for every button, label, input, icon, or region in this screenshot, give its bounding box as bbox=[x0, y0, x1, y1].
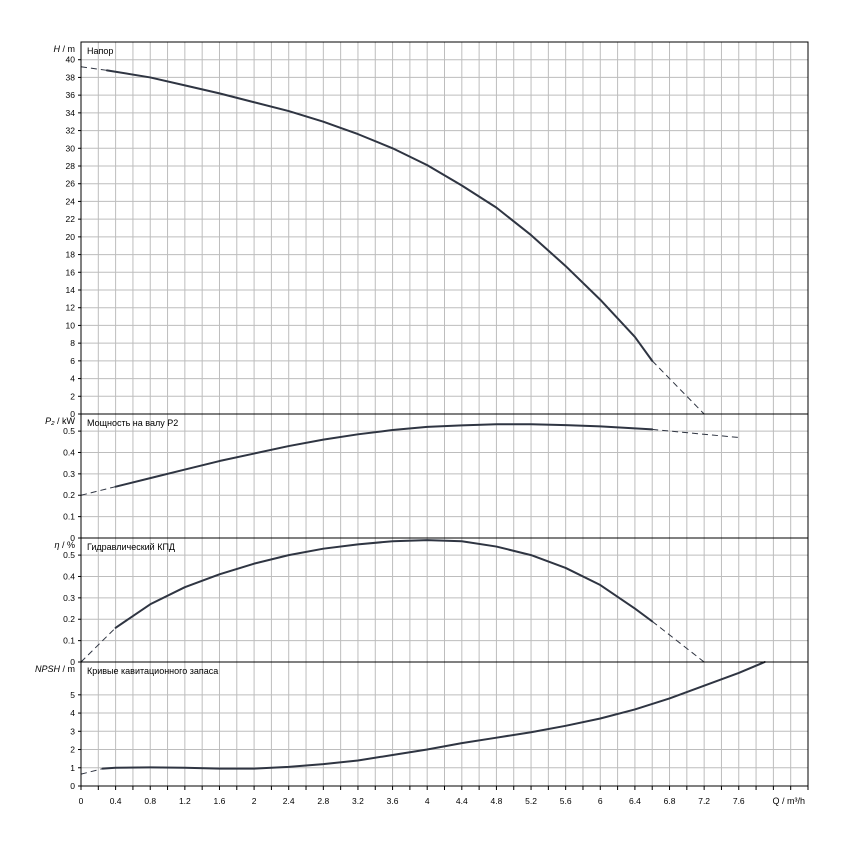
panel-3-ytick-label: 0.2 bbox=[63, 614, 75, 624]
panel-1-ytick-label: 36 bbox=[66, 90, 76, 100]
panel-1-ytick-label: 22 bbox=[66, 214, 76, 224]
x-tick-label: 2.4 bbox=[283, 796, 295, 806]
panel-4-ytick-label: 0 bbox=[70, 781, 75, 791]
panel-2-ytick-label: 0 bbox=[70, 533, 75, 543]
panel-1-ytick-label: 18 bbox=[66, 250, 76, 260]
panel-3-ytick-label: 0.3 bbox=[63, 593, 75, 603]
panel-1-title: Напор bbox=[87, 46, 113, 56]
panel-1-ytick-label: 0 bbox=[70, 409, 75, 419]
panel-1-ytick-label: 32 bbox=[66, 126, 76, 136]
panel-2-ytick-label: 0.2 bbox=[63, 490, 75, 500]
x-tick-label: 4.4 bbox=[456, 796, 468, 806]
x-tick-label: 0 bbox=[79, 796, 84, 806]
panel-1-ytick-label: 28 bbox=[66, 161, 76, 171]
x-tick-label: 6 bbox=[598, 796, 603, 806]
x-tick-label: 5.2 bbox=[525, 796, 537, 806]
x-tick-label: 4 bbox=[425, 796, 430, 806]
panel-2-curve-extrapolation bbox=[652, 428, 739, 439]
panel-4-ytick-label: 1 bbox=[70, 763, 75, 773]
x-tick-label: 7.2 bbox=[698, 796, 710, 806]
grid-layer bbox=[81, 42, 808, 786]
panel-3-curve-extrapolation bbox=[651, 620, 705, 663]
panel-1-curve-extrapolation bbox=[651, 360, 705, 415]
panel-1-ytick-label: 12 bbox=[66, 303, 76, 313]
curve-layer bbox=[80, 66, 766, 775]
panel-4-ylabel: NPSH / m bbox=[35, 664, 75, 674]
x-tick-label: 5.6 bbox=[560, 796, 572, 806]
panel-3-ytick-label: 0.5 bbox=[63, 550, 75, 560]
label-layer: 0246810121416182022242628303234363840Нап… bbox=[35, 44, 745, 806]
panel-2-ytick-label: 0.4 bbox=[63, 447, 75, 457]
panel-4-ytick-label: 5 bbox=[70, 690, 75, 700]
panel-1-ytick-label: 10 bbox=[66, 320, 76, 330]
panel-2-curve-extrapolation bbox=[80, 486, 116, 496]
x-axis-title: Q / m³/h bbox=[772, 796, 805, 806]
panel-4-title: Кривые кавитационного запаса bbox=[87, 666, 218, 676]
panel-1-ytick-label: 6 bbox=[70, 356, 75, 366]
panel-3-ylabel: η / % bbox=[54, 540, 75, 550]
panel-2-title: Мощность на валу P2 bbox=[87, 418, 178, 428]
panel-3-title: Гидравлический КПД bbox=[87, 542, 175, 552]
panel-4-ytick-label: 2 bbox=[70, 745, 75, 755]
x-tick-label: 3.2 bbox=[352, 796, 364, 806]
panel-1-ytick-label: 2 bbox=[70, 391, 75, 401]
x-tick-label: 4.8 bbox=[491, 796, 503, 806]
panel-1-curve-extrapolation bbox=[80, 66, 108, 71]
panel-2-ytick-label: 0.1 bbox=[63, 512, 75, 522]
panel-2-ylabel: P₂ / kW bbox=[45, 416, 75, 426]
panel-1-ytick-label: 40 bbox=[66, 55, 76, 65]
panel-1-ytick-label: 38 bbox=[66, 72, 76, 82]
panel-3-ytick-label: 0 bbox=[70, 657, 75, 667]
panel-1-ytick-label: 34 bbox=[66, 108, 76, 118]
x-tick-label: 0.4 bbox=[110, 796, 122, 806]
x-tick-label: 2 bbox=[252, 796, 257, 806]
x-tick-label: 6.4 bbox=[629, 796, 641, 806]
panel-4-curve bbox=[101, 661, 766, 770]
panel-3-curve-extrapolation bbox=[80, 627, 116, 663]
panel-2-curve bbox=[114, 423, 654, 488]
panel-3-ytick-label: 0.1 bbox=[63, 636, 75, 646]
panel-4-ytick-label: 3 bbox=[70, 726, 75, 736]
x-tick-label: 7.6 bbox=[733, 796, 745, 806]
panel-1-ytick-label: 26 bbox=[66, 179, 76, 189]
x-tick-label: 3.6 bbox=[387, 796, 399, 806]
panel-3-ytick-label: 0.4 bbox=[63, 571, 75, 581]
x-tick-label: 6.8 bbox=[664, 796, 676, 806]
panel-1-ylabel: H / m bbox=[54, 44, 76, 54]
panel-1-ytick-label: 20 bbox=[66, 232, 76, 242]
panel-4-ytick-label: 4 bbox=[70, 708, 75, 718]
panel-3-curve bbox=[114, 539, 654, 629]
panel-4-curve-extrapolation bbox=[80, 768, 103, 775]
panel-1-ytick-label: 8 bbox=[70, 338, 75, 348]
x-tick-label: 0.8 bbox=[144, 796, 156, 806]
panel-2-ytick-label: 0.5 bbox=[63, 426, 75, 436]
panel-2-ytick-label: 0.3 bbox=[63, 469, 75, 479]
frame-layer bbox=[78, 41, 809, 790]
panel-1-ytick-label: 24 bbox=[66, 196, 76, 206]
x-tick-label: 1.2 bbox=[179, 796, 191, 806]
x-tick-label: 1.6 bbox=[214, 796, 226, 806]
panel-1-ytick-label: 4 bbox=[70, 374, 75, 384]
panel-1-ytick-label: 30 bbox=[66, 143, 76, 153]
x-tick-label: 2.8 bbox=[317, 796, 329, 806]
panel-1-curve bbox=[105, 69, 654, 362]
panel-1-ytick-label: 14 bbox=[66, 285, 76, 295]
panel-1-ytick-label: 16 bbox=[66, 267, 76, 277]
